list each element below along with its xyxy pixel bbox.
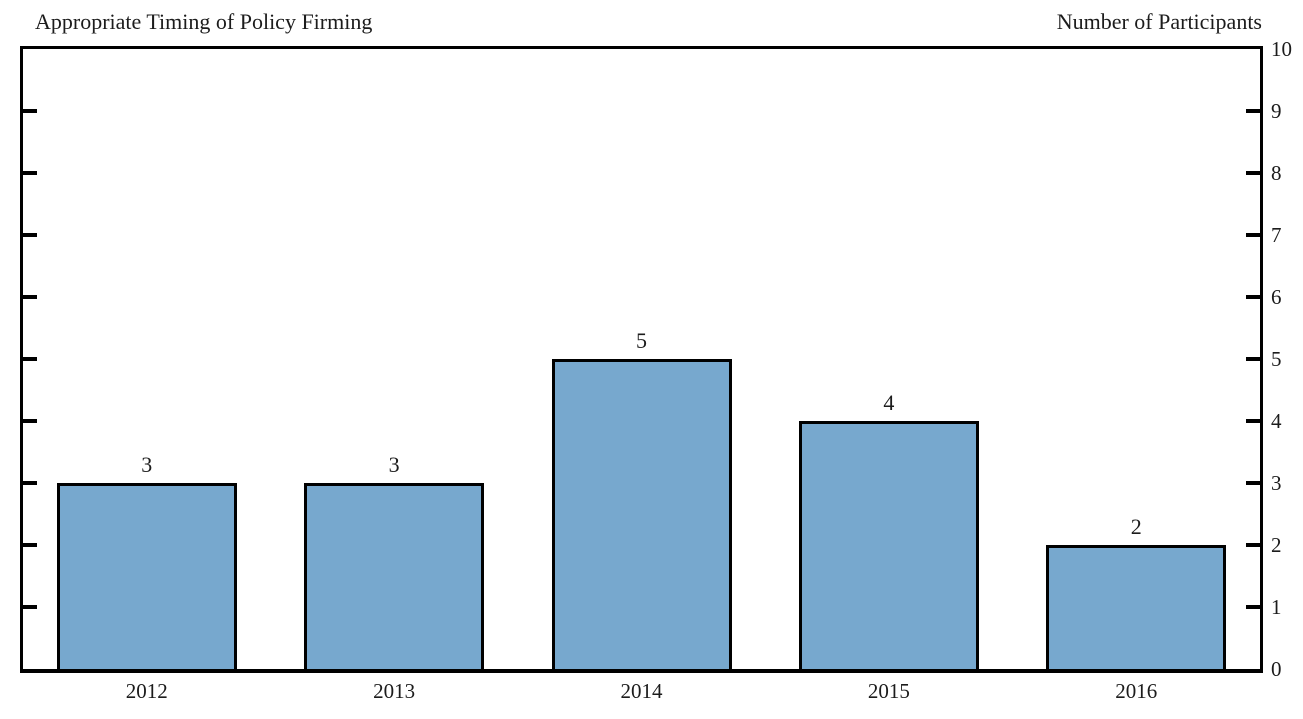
x-axis-year-label: 2016	[1115, 679, 1158, 703]
y-tick-mark	[23, 233, 37, 237]
y-tick-mark	[1246, 233, 1260, 237]
y-tick-mark	[23, 605, 37, 609]
x-axis-year-label: 2012	[125, 679, 168, 703]
y-tick-mark	[1246, 357, 1260, 361]
y-axis-tick-label: 8	[1271, 161, 1282, 185]
y-tick-mark	[1246, 171, 1260, 175]
y-axis-tick-label: 5	[1271, 347, 1282, 371]
y-tick-mark	[23, 357, 37, 361]
y-tick-mark	[1246, 109, 1260, 113]
bar-2014	[551, 359, 732, 669]
y-axis-tick-label: 9	[1271, 99, 1282, 123]
bar-value-label: 2	[1130, 514, 1142, 539]
y-tick-mark	[1246, 295, 1260, 299]
bar-2012	[56, 483, 237, 669]
bar-value-label: 4	[883, 390, 895, 415]
x-axis-year-label: 2015	[867, 679, 910, 703]
y-axis-tick-label: 6	[1271, 285, 1282, 309]
x-axis-year-label: 2014	[620, 679, 663, 703]
y-tick-mark	[1246, 605, 1260, 609]
y-tick-mark	[23, 481, 37, 485]
y-axis-tick-label: 2	[1271, 533, 1282, 557]
bar-2013	[304, 483, 485, 669]
y-axis-tick-label: 7	[1271, 223, 1282, 247]
y-tick-mark	[1246, 419, 1260, 423]
y-tick-mark	[23, 171, 37, 175]
bar-value-label: 3	[141, 452, 153, 477]
y-tick-mark	[23, 109, 37, 113]
y-tick-mark	[23, 419, 37, 423]
y-tick-mark	[23, 543, 37, 547]
bar-value-label: 5	[635, 328, 647, 353]
x-axis-year-label: 2013	[373, 679, 416, 703]
chart-title: Appropriate Timing of Policy Firming	[35, 9, 373, 34]
y-axis-tick-label: 4	[1271, 409, 1282, 433]
y-tick-mark	[1246, 543, 1260, 547]
right-axis-title: Number of Participants	[1056, 9, 1262, 34]
y-axis-tick-label: 0	[1271, 657, 1282, 681]
y-axis-tick-label: 3	[1271, 471, 1282, 495]
y-tick-mark	[1246, 481, 1260, 485]
y-axis-tick-label: 1	[1271, 595, 1282, 619]
plot-area: 3 3 5 4 2	[20, 46, 1263, 673]
bar-value-label: 3	[388, 452, 400, 477]
bar-2015	[798, 421, 979, 669]
bar-2016	[1046, 545, 1227, 669]
y-tick-mark	[23, 295, 37, 299]
y-axis-tick-label: 10	[1271, 37, 1292, 61]
